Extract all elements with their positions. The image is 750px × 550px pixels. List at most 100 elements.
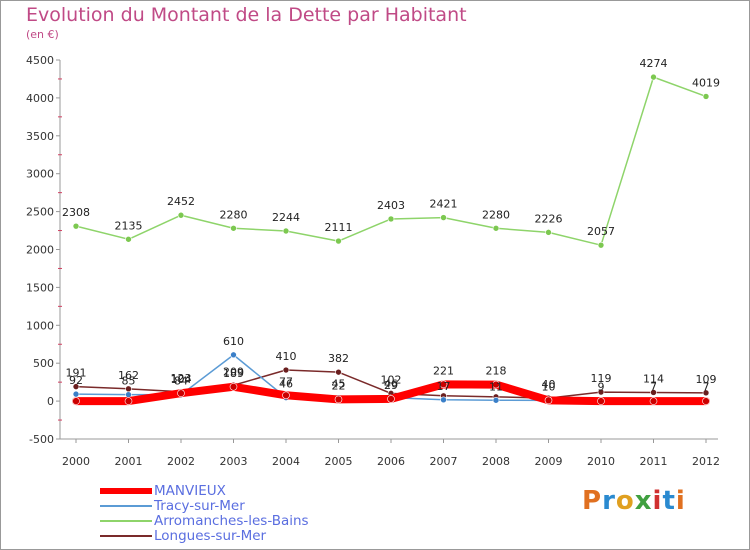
logo-letter: t: [662, 486, 676, 516]
data-point-arromanches: [230, 224, 237, 232]
data-label-longues: 109: [696, 373, 717, 386]
y-tick-label: 3000: [26, 168, 54, 181]
data-label-tracy: 45: [332, 378, 346, 391]
x-tick-label: 2001: [115, 455, 143, 468]
data-label-arromanches: 2280: [482, 208, 510, 221]
x-tick-label: 2011: [640, 455, 668, 468]
data-point-arromanches: [492, 224, 500, 232]
data-point-manvieux: [544, 396, 553, 405]
data-point-arromanches: [440, 214, 447, 221]
data-label-arromanches: 2280: [220, 208, 248, 221]
data-label-manvieux: 189: [223, 367, 244, 380]
data-label-arromanches: 2421: [430, 198, 458, 211]
data-point-longues: [282, 366, 290, 374]
data-label-longues: 410: [276, 350, 297, 363]
data-label-arromanches: 2244: [272, 211, 300, 224]
legend-swatch-manvieux: [100, 488, 152, 494]
chart-subtitle: (en €): [26, 28, 59, 41]
data-label-longues: 209: [223, 365, 244, 378]
data-point-manvieux: [649, 397, 658, 405]
chart-axes: -500 0 500 1000 1500 2000 2500 3000 3500 4000 4500…: [26, 54, 720, 468]
data-point-longues: [702, 389, 710, 397]
legend-label-longues: Longues-sur-Mer: [154, 528, 267, 544]
data-label-tracy: 17: [437, 380, 451, 393]
line-chart: -500 0 500 1000 1500 2000 2500 3000 3500 4000 4500…: [26, 54, 720, 468]
data-label-manvieux: 29: [384, 379, 398, 392]
x-tick-label: 2007: [430, 455, 458, 468]
data-label-arromanches: 4274: [640, 57, 668, 70]
x-tick-label: 2000: [62, 455, 90, 468]
logo-letter: i: [675, 486, 686, 516]
x-tick-label: 2004: [272, 455, 300, 468]
y-tick-label: 1500: [26, 281, 54, 294]
y-tick-label: 1000: [26, 319, 54, 332]
data-point-longues: [335, 368, 342, 376]
data-point-manvieux: [177, 389, 185, 398]
legend-label-manvieux: MANVIEUX: [154, 483, 226, 499]
legend-label-tracy: Tracy-sur-Mer: [154, 498, 245, 514]
data-label-longues: 119: [591, 372, 612, 385]
y-tick-label: 3500: [26, 130, 54, 143]
y-tick-label: 0: [47, 395, 54, 408]
data-label-arromanches: 4019: [692, 76, 720, 89]
logo-letter: x: [634, 486, 653, 516]
data-label-arromanches: 2226: [535, 212, 563, 225]
data-point-tracy: [492, 396, 500, 404]
data-label-longues: 162: [118, 369, 139, 382]
x-tick-label: 2010: [587, 455, 615, 468]
data-label-tracy: 46: [384, 378, 398, 391]
series-layer: [72, 73, 710, 406]
data-label-longues: 114: [643, 372, 664, 385]
data-label-tracy: 92: [69, 374, 83, 387]
data-label-longues: 123: [171, 372, 192, 385]
data-label-arromanches: 2452: [167, 195, 195, 208]
data-point-manvieux: [282, 391, 290, 400]
data-label-manvieux: 104: [171, 373, 192, 386]
data-label-manvieux: 218: [486, 365, 507, 378]
data-point-manvieux: [124, 397, 133, 405]
legend-swatch-longues: [100, 535, 152, 537]
data-point-tracy: [440, 396, 447, 404]
data-label-tracy: 85: [122, 375, 136, 388]
logo-letter: r: [602, 486, 616, 516]
x-tick-label: 2003: [220, 455, 248, 468]
data-label-manvieux: 77: [279, 375, 293, 388]
data-label-arromanches: 2057: [587, 225, 615, 238]
legend-swatch-tracy: [100, 505, 152, 507]
data-point-longues: [597, 388, 605, 396]
x-tick-label: 2012: [692, 455, 720, 468]
chart-title: Evolution du Montant de la Dette par Hab…: [26, 4, 467, 26]
data-point-manvieux: [229, 382, 238, 391]
data-point-arromanches: [650, 73, 657, 81]
y-tick-label: 500: [33, 357, 54, 370]
data-point-manvieux: [702, 397, 710, 405]
data-point-manvieux: [334, 395, 343, 404]
y-tick-label: 4000: [26, 92, 54, 105]
data-label-tracy: 84: [174, 375, 188, 388]
data-label-tracy: 9: [598, 380, 605, 393]
data-point-arromanches: [702, 93, 710, 100]
data-label-tracy: 10: [542, 380, 556, 393]
data-point-arromanches: [545, 229, 552, 236]
logo-letter: o: [615, 486, 635, 516]
data-point-manvieux: [72, 397, 80, 405]
data-label-tracy: 11: [489, 380, 503, 393]
data-label-longues: 102: [381, 373, 402, 386]
x-tick-label: 2006: [377, 455, 405, 468]
y-tick-label: 2500: [26, 206, 54, 219]
data-point-manvieux: [492, 380, 500, 389]
x-tick-label: 2008: [482, 455, 510, 468]
data-point-longues: [650, 389, 657, 396]
data-point-tracy: [230, 351, 237, 359]
data-point-arromanches: [282, 227, 290, 235]
data-point-arromanches: [125, 235, 132, 243]
y-tick-label: 2000: [26, 244, 54, 257]
data-point-arromanches: [72, 222, 80, 230]
x-tick-label: 2009: [535, 455, 563, 468]
data-point-arromanches: [387, 215, 395, 223]
data-label-longues: 191: [66, 367, 87, 380]
data-label-longues: 40: [542, 378, 556, 391]
data-label-tracy: 7: [650, 381, 657, 394]
data-label-arromanches: 2135: [115, 219, 143, 232]
legend-swatch-arromanches: [100, 520, 152, 522]
